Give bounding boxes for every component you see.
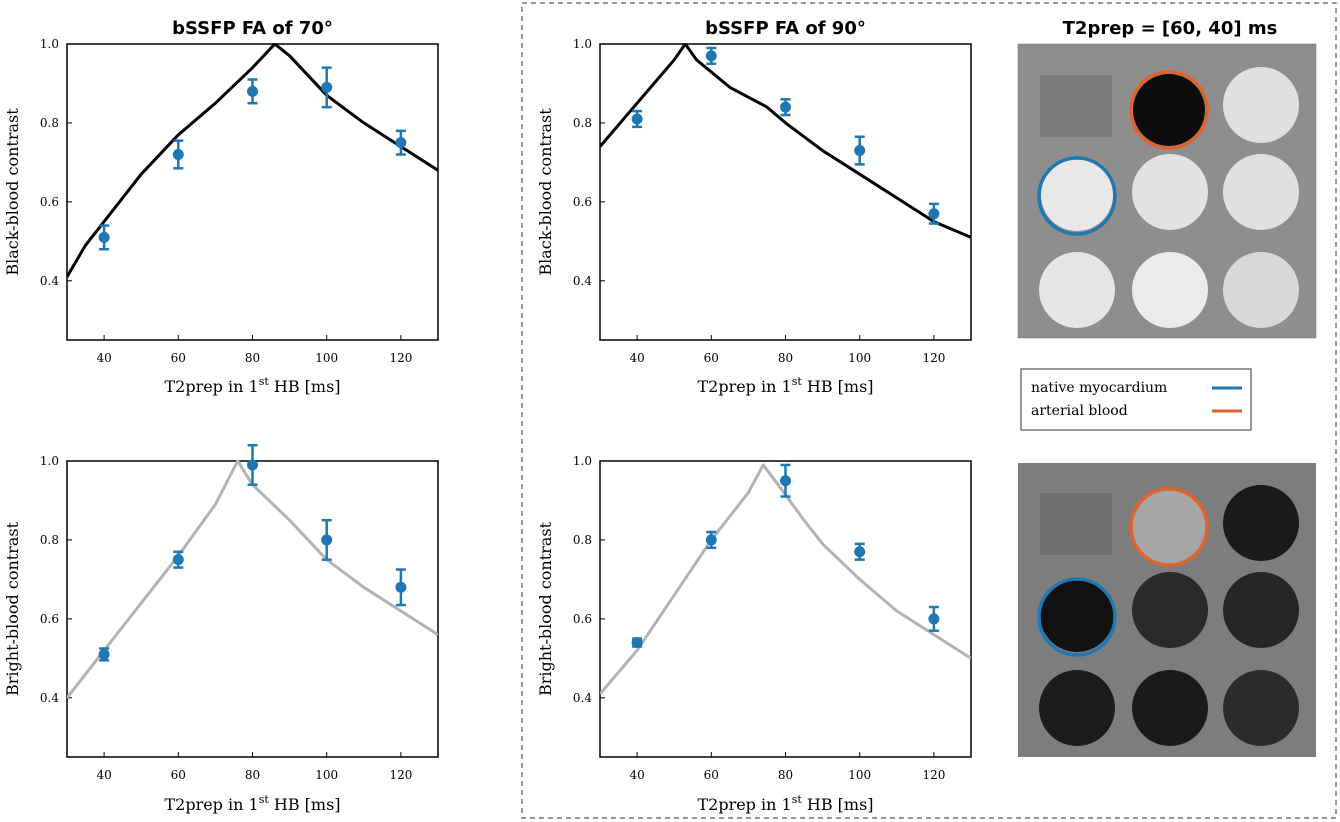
plot-frame [66,460,439,758]
x-tick-label: 40 [96,351,111,365]
data-point [395,581,407,593]
group-box [521,2,1337,819]
data-point [172,149,184,161]
data-point [98,231,110,243]
bright-blood-phantom-image [1018,463,1316,757]
x-tick-label: 40 [629,351,644,365]
y-axis-label: Black-blood contrast [3,108,22,276]
x-axis-label: T2prep in 1st HB [ms] [697,793,873,814]
y-axis-label: Bright-blood contrast [3,521,22,696]
myocardium-roi-circle [1037,156,1117,236]
x-tick-label: 80 [778,351,793,365]
x-tick-label: 120 [922,768,945,782]
x-tick-label: 40 [629,768,644,782]
legend: native myocardium arterial blood [1020,368,1252,431]
data-point [780,475,791,487]
x-tick-label: 80 [245,768,260,782]
y-tick-label: 1.0 [40,454,59,468]
x-tick-label: 60 [171,351,186,365]
data-point [854,546,866,558]
y-tick-label: 0.4 [40,274,59,288]
data-point [928,208,940,220]
plot-frame [599,460,972,758]
x-tick-label: 120 [389,351,412,365]
data-point [247,459,258,471]
arterial-roi-circle-bright [1129,487,1209,567]
x-axis-label: T2prep in 1st HB [ms] [697,375,873,396]
data-point [928,613,940,625]
x-tick-label: 60 [171,768,186,782]
y-tick-label: 0.4 [573,691,592,705]
x-axis-label: T2prep in 1st HB [ms] [164,793,340,814]
simulation-curve [67,460,438,699]
data-point [321,534,333,546]
legend-label-arterial: arterial blood [1031,403,1128,419]
black-blood-phantom-image [1017,43,1317,339]
x-tick-label: 40 [96,768,111,782]
data-point [780,101,791,113]
chart-bright-fa90: 40 60 80 100 120 0.4 0.6 0.8 1.0 Bright-blood con… [536,454,972,814]
x-tick-label: 80 [245,351,260,365]
x-tick-label: 100 [315,351,338,365]
y-tick-label: 1.0 [40,37,59,51]
x-tick-label: 100 [848,351,871,365]
data-point [631,637,643,649]
data-point [854,145,866,157]
x-tick-label: 120 [922,351,945,365]
chart-title: bSSFP FA of 90° [705,18,866,39]
y-tick-label: 0.6 [573,195,592,209]
arterial-roi-circle [1129,70,1209,150]
x-tick-label: 100 [315,768,338,782]
y-tick-label: 0.6 [573,612,592,626]
y-tick-label: 0.4 [573,274,592,288]
x-axis-label: T2prep in 1st HB [ms] [164,375,340,396]
y-tick-label: 0.8 [40,116,59,130]
data-point [631,113,643,125]
chart-black-fa90: 40 60 80 100 120 0.4 0.6 0.8 1.0 bSSFP FA of 90° B… [536,18,972,396]
x-tick-label: 80 [778,768,793,782]
chart-black-fa70: 40 60 80 100 120 0.4 0.6 0.8 1.0 bSSFP FA of 70° B… [3,18,439,396]
simulation-curve [67,43,438,278]
simulation-curve [600,463,971,695]
chart-title: bSSFP FA of 70° [172,18,333,39]
x-tick-label: 60 [704,768,719,782]
plot-frame [599,43,972,341]
data-point [395,137,407,149]
y-tick-label: 0.4 [40,691,59,705]
y-tick-label: 0.6 [40,195,59,209]
image-title: T2prep = [60, 40] ms [1063,18,1278,39]
data-point [321,81,333,93]
legend-label-myocardium: native myocardium [1031,380,1167,396]
data-point [98,648,110,660]
data-point [172,554,184,566]
x-tick-label: 100 [848,768,871,782]
y-axis-label: Black-blood contrast [536,108,555,276]
y-tick-label: 0.6 [40,612,59,626]
x-tick-label: 60 [704,351,719,365]
data-point [705,534,717,546]
y-tick-label: 0.8 [573,533,592,547]
y-tick-label: 1.0 [573,37,592,51]
y-axis-label: Bright-blood contrast [536,521,555,696]
simulation-curve [600,43,971,239]
x-tick-label: 120 [389,768,412,782]
y-tick-label: 0.8 [40,533,59,547]
y-tick-label: 0.8 [573,116,592,130]
myocardium-roi-circle-bright [1037,577,1117,657]
data-point [705,50,717,62]
data-point [247,85,258,97]
y-tick-label: 1.0 [573,454,592,468]
chart-bright-fa70: 40 60 80 100 120 0.4 0.6 0.8 1.0 Bright-blood con… [3,443,439,814]
